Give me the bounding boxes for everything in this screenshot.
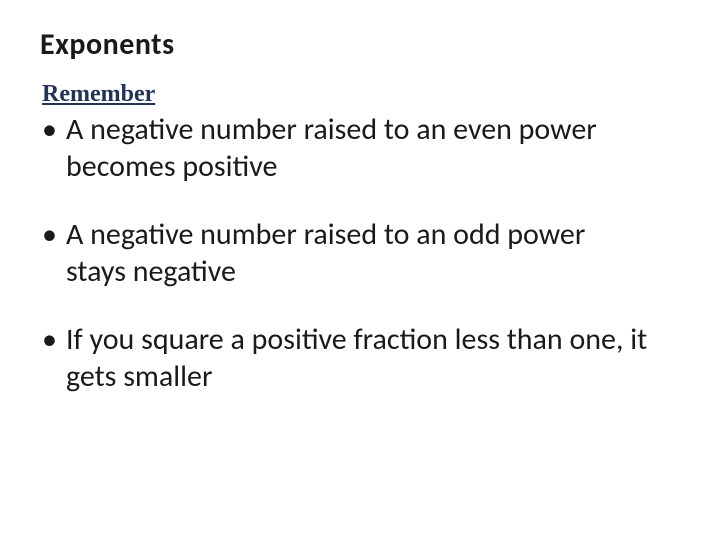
list-item: If you square a positive fraction less t… <box>66 322 680 395</box>
subhead-remember: Remember <box>42 81 680 108</box>
slide: Exponents Remember A negative number rai… <box>0 0 720 540</box>
list-item: A negative number raised to an even powe… <box>66 112 680 185</box>
slide-title: Exponents <box>40 26 680 63</box>
bullet-list: A negative number raised to an even powe… <box>40 112 680 396</box>
list-item: A negative number raised to an odd power… <box>66 217 680 290</box>
